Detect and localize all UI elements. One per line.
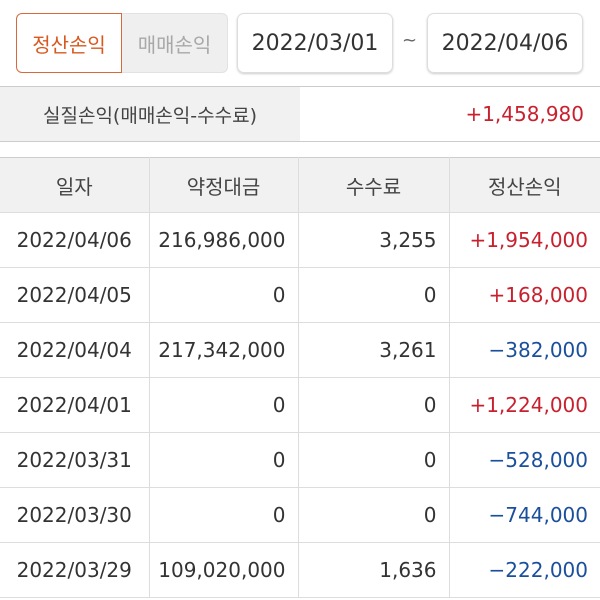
settlement-pnl-cell: −222,000 <box>448 542 600 598</box>
settlement-pnl-cell: −382,000 <box>448 322 600 378</box>
settlement-pnl-cell: −528,000 <box>448 432 600 488</box>
date-cell: 2022/03/30 <box>0 487 150 543</box>
contract-amount-cell: 109,020,000 <box>148 542 299 598</box>
pnl-type-toggle: 정산손익 매매손익 <box>16 13 228 73</box>
contract-amount-cell: 217,342,000 <box>148 322 299 378</box>
column-header: 약정대금 <box>148 157 299 213</box>
contract-amount-cell: 0 <box>148 487 299 543</box>
table-row[interactable]: 2022/03/31 0 0 −528,000 <box>0 432 600 488</box>
pnl-table: 일자 약정대금 수수료 정산손익 2022/04/06 216,986,000 3,255… <box>0 157 600 598</box>
settlement-pnl-cell: +1,224,000 <box>448 377 600 433</box>
date-cell: 2022/04/06 <box>0 212 150 268</box>
contract-amount-cell: 0 <box>148 432 299 488</box>
table-row[interactable]: 2022/04/04 217,342,000 3,261 −382,000 <box>0 322 600 378</box>
date-cell: 2022/03/29 <box>0 542 150 598</box>
settlement-pnl-cell: −744,000 <box>448 487 600 543</box>
start-date-field[interactable]: 2022/03/01 <box>237 13 393 73</box>
date-cell: 2022/03/31 <box>0 432 150 488</box>
date-cell: 2022/04/01 <box>0 377 150 433</box>
table-row[interactable]: 2022/04/01 0 0 +1,224,000 <box>0 377 600 433</box>
settlement-pnl-tab[interactable]: 정산손익 <box>16 13 122 73</box>
fee-cell: 0 <box>297 432 450 488</box>
contract-amount-cell: 0 <box>148 377 299 433</box>
fee-cell: 3,261 <box>297 322 450 378</box>
settlement-pnl-cell: +168,000 <box>448 267 600 323</box>
fee-cell: 0 <box>297 267 450 323</box>
column-header: 수수료 <box>297 157 450 213</box>
trading-pnl-tab[interactable]: 매매손익 <box>122 13 228 73</box>
table-row[interactable]: 2022/04/05 0 0 +168,000 <box>0 267 600 323</box>
fee-cell: 0 <box>297 377 450 433</box>
contract-amount-cell: 0 <box>148 267 299 323</box>
summary-value: +1,458,980 <box>465 102 584 126</box>
table-row[interactable]: 2022/04/06 216,986,000 3,255 +1,954,000 <box>0 212 600 268</box>
date-separator: ~ <box>402 30 418 51</box>
date-cell: 2022/04/05 <box>0 267 150 323</box>
summary-row: 실질손익(매매손익-수수료) +1,458,980 <box>0 86 600 142</box>
date-cell: 2022/04/04 <box>0 322 150 378</box>
end-date-field[interactable]: 2022/04/06 <box>427 13 583 73</box>
column-header: 정산손익 <box>448 157 600 213</box>
fee-cell: 0 <box>297 487 450 543</box>
table-row[interactable]: 2022/03/30 0 0 −744,000 <box>0 487 600 543</box>
settlement-pnl-cell: +1,954,000 <box>448 212 600 268</box>
column-header: 일자 <box>0 157 150 213</box>
fee-cell: 3,255 <box>297 212 450 268</box>
fee-cell: 1,636 <box>297 542 450 598</box>
table-row[interactable]: 2022/03/29 109,020,000 1,636 −222,000 <box>0 542 600 598</box>
summary-label: 실질손익(매매손익-수수료) <box>0 87 300 141</box>
contract-amount-cell: 216,986,000 <box>148 212 299 268</box>
